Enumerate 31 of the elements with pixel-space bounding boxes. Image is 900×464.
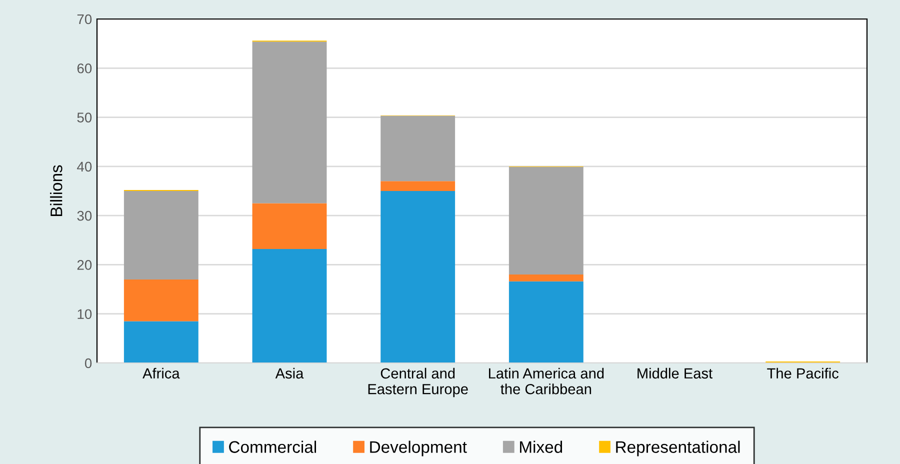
bar xyxy=(508,274,584,282)
y-tick-label: 20 xyxy=(77,260,92,270)
y-tick-label: 40 xyxy=(77,162,92,172)
y-axis-title: Billions xyxy=(50,165,62,216)
y-tick-label: 10 xyxy=(78,309,92,320)
legend-label: Commercial xyxy=(229,440,316,453)
y-tick-label: 50 xyxy=(77,112,92,122)
legend-label: Development xyxy=(370,440,467,456)
y-tick-label: 0 xyxy=(84,358,92,368)
x-tick-label: Latin America and the Caribbean xyxy=(488,368,604,394)
bar xyxy=(124,321,198,363)
x-tick-label: Central and Eastern Europe xyxy=(368,368,468,398)
bar xyxy=(252,248,327,363)
x-tick-label: Middle East xyxy=(638,368,712,379)
y-tick-label: 70 xyxy=(77,14,92,24)
bar xyxy=(124,191,198,280)
legend-label: Mixed xyxy=(520,440,562,453)
bar xyxy=(124,279,198,322)
bar xyxy=(508,166,584,275)
x-tick-label: Asia xyxy=(275,368,304,379)
y-tick-label: 60 xyxy=(77,63,92,74)
legend-label: Representational xyxy=(616,440,740,456)
y-tick-label: 30 xyxy=(77,210,92,221)
bar xyxy=(508,281,584,363)
x-tick-label: The Pacific xyxy=(767,368,839,379)
bar xyxy=(380,181,456,191)
x-tick-label: Africa xyxy=(142,368,180,379)
bar xyxy=(380,116,456,182)
bar xyxy=(380,191,456,363)
bar xyxy=(252,42,327,204)
bar xyxy=(252,203,327,249)
